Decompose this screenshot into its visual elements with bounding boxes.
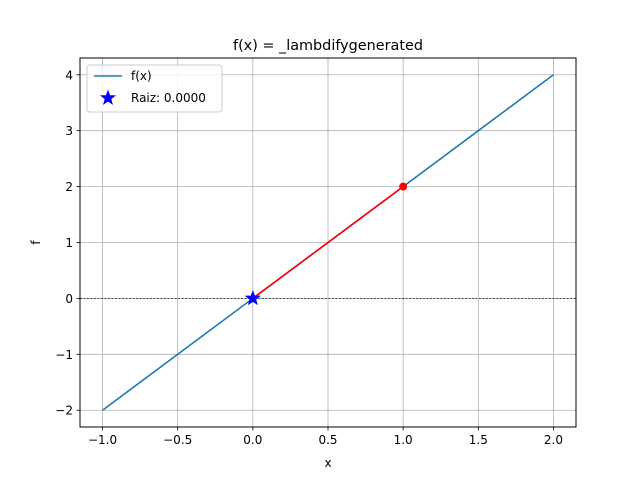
- x-tick-label: −0.5: [163, 433, 192, 447]
- legend: f(x) Raiz: 0.0000: [86, 64, 223, 113]
- legend-label-root: Raiz: 0.0000: [131, 91, 206, 105]
- y-tick-label: 0: [65, 292, 73, 306]
- y-axis-label: f: [29, 240, 43, 245]
- y-tick-label: 4: [65, 68, 73, 82]
- legend-star-swatch: [99, 89, 117, 105]
- x-tick-label: 0.5: [318, 433, 337, 447]
- bracket-point: [399, 182, 408, 191]
- y-tick-label: 2: [65, 180, 73, 194]
- x-tick-label: −1.0: [88, 433, 117, 447]
- y-tick-label: −1: [55, 348, 73, 362]
- y-tick-label: −2: [55, 404, 73, 418]
- ticks: −1.0 −0.5 0.0 0.5 1.0 1.5 2.0 −2 −1 0 1 2 3 4: [55, 68, 563, 447]
- x-axis-label: x: [324, 456, 331, 470]
- x-tick-label: 1.5: [469, 433, 488, 447]
- chart-title: f(x) = _lambdifygenerated: [233, 38, 423, 54]
- root-star-marker: [244, 289, 261, 306]
- y-tick-label: 1: [65, 236, 73, 250]
- x-tick-label: 2.0: [544, 433, 563, 447]
- y-tick-label: 3: [65, 124, 73, 138]
- legend-label-fx: f(x): [131, 69, 152, 83]
- x-tick-label: 0.0: [243, 433, 262, 447]
- bracket-segment: [252, 185, 404, 300]
- x-tick-label: 1.0: [394, 433, 413, 447]
- series-layer: [102, 74, 554, 411]
